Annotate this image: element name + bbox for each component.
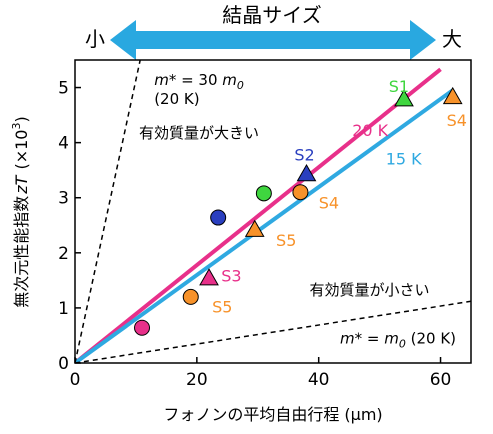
axis-ticks: 0 20 40 60 0 1 2 3 4 5 [58,79,451,390]
data-point-circle [292,184,309,201]
sample-label: S2 [294,145,314,164]
sample-label: S4 [447,111,467,130]
y-axis-title-unit-suffix: ) [12,116,31,122]
heavy-mass-condition: (20 K) [154,90,199,108]
light-mass-label: 有効質量が小さい [310,281,430,299]
line-label: 20 K [352,121,388,140]
y-axis-title-unit-exp: 3 [10,123,23,130]
y-tick-label: 4 [58,134,69,154]
trend-line-pink [75,67,442,363]
heavy-mass-formula-eq: * = 30 [169,71,222,89]
data-point-triangle [244,219,265,237]
data-point-triangle [394,89,414,107]
data-point-triangle [199,268,219,286]
trend-line-heavy [75,60,141,363]
x-axis-title: フォノンの平均自由行程 (μm) [163,405,382,424]
heavy-mass-label: 有効質量が大きい [139,124,259,142]
y-axis-title: 無次元性能指数 zT (×103) [10,116,31,307]
plot-frame [74,59,472,364]
data-points [134,86,463,336]
y-axis-title-main: 無次元性能指数 [12,196,31,308]
line-label: 15 K [386,150,422,169]
x-tick-label: 40 [308,370,330,390]
heavy-mass-formula: m* = 30 m0 [154,71,244,92]
light-mass-formula-m: m [340,330,355,348]
y-tick-label: 2 [58,244,69,264]
data-point-circle [210,209,227,226]
chart-labels: 20 K 15 K S5 S3 S5 S4 S2 S1 S4 [212,77,467,316]
x-tick-label: 20 [186,370,208,390]
y-tick-label: 5 [58,79,69,99]
heavy-mass-formula-m0: m [222,71,237,89]
data-point-circle [255,185,272,202]
light-mass-formula-m0: m [384,330,399,348]
data-point-circle [182,288,199,305]
data-point-triangle [296,164,317,182]
y-axis-title-unit-prefix: (×10 [12,130,31,170]
crystal-size-banner: 結晶サイズ 小 大 [85,3,462,60]
trend-lines [75,60,471,363]
sample-label: S4 [319,194,339,213]
trend-line-blue [75,88,454,363]
large-label: 大 [442,27,462,51]
x-tick-label: 60 [430,370,452,390]
sample-label: S3 [221,266,241,285]
sample-label: S5 [276,231,296,250]
light-mass-formula: m* = m0 (20 K) [340,330,456,351]
y-axis-title-symbol: zT [12,174,31,194]
y-tick-label: 1 [58,299,69,319]
trend-line-light [75,300,471,363]
crystal-size-title: 結晶サイズ [222,3,321,27]
crystal-size-double-arrow [110,20,436,60]
light-mass-formula-sub: 0 [399,338,406,351]
data-point-circle [134,319,151,336]
sample-label: S5 [212,297,232,316]
heavy-mass-formula-m: m [154,71,169,89]
y-tick-label: 0 [58,354,69,374]
light-mass-formula-eq: * = [355,330,385,348]
x-tick-label: 0 [70,370,81,390]
y-tick-label: 3 [58,189,69,209]
sample-label: S1 [389,77,409,96]
small-label: 小 [85,27,105,51]
heavy-mass-formula-sub: 0 [237,79,244,92]
data-point-triangle [442,86,463,105]
light-mass-formula-cond: (20 K) [406,330,456,348]
